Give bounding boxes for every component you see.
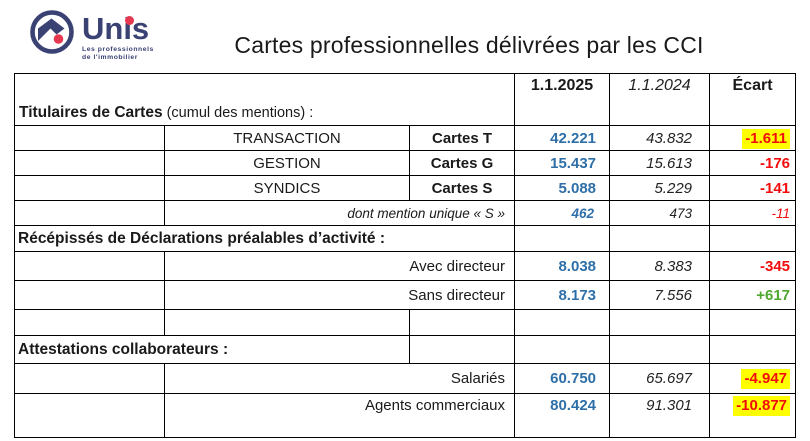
empty-cell: [514, 225, 611, 252]
titulaires-sublabel: (cumul des mentions) :: [166, 105, 314, 121]
row-syndics: SYNDICS Cartes S 5.088 5.229 -141: [14, 175, 797, 201]
logo-tagline-line2: de l'immobilier: [82, 54, 138, 61]
sans-directeur-2025: 8.173: [514, 280, 611, 310]
row-gestion: GESTION Cartes G 15.437 15.613 -176: [14, 150, 797, 176]
attestations-section-title: Attestations collaborateurs :: [14, 335, 410, 364]
col-header-2025: 1.1.2025: [514, 73, 611, 126]
avec-directeur-2024: 8.383: [609, 251, 711, 281]
empty-cell: [609, 335, 711, 364]
sans-directeur-ecart: +617: [709, 280, 797, 310]
logo-brand-text: Unis: [82, 11, 150, 46]
salaries-label: Salariés: [163, 363, 516, 394]
row-transaction: TRANSACTION Cartes T 42.221 43.832 -1.61…: [14, 125, 797, 151]
empty-cell: [14, 363, 165, 394]
empty-cell: [14, 175, 165, 201]
salaries-ecart: -4.947: [709, 363, 797, 394]
avec-directeur-label: Avec directeur: [163, 251, 516, 281]
transaction-2025: 42.221: [514, 125, 611, 151]
col-header-ecart: Écart: [709, 73, 797, 126]
unis-logo-icon: [30, 10, 74, 54]
empty-cell: [709, 309, 797, 336]
sans-directeur-label: Sans directeur: [163, 280, 516, 310]
dont-mention-ecart: -11: [709, 200, 797, 226]
empty-cell: [14, 150, 165, 176]
row-agents-commerciaux: Agents commerciaux 80.424 91.301 -10.877: [14, 393, 797, 438]
logo-red-dot: [53, 34, 64, 44]
empty-cell: [408, 309, 516, 336]
avec-directeur-ecart: -345: [709, 251, 797, 281]
table-header-row: Titulaires de Cartes (cumul des mentions)…: [13, 73, 797, 126]
empty-cell: [709, 335, 797, 364]
syndics-2024: 5.229: [609, 175, 711, 201]
row-recepisses-section: Récépissés de Déclarations préalables d’…: [13, 225, 797, 252]
logo-tagline-line1: Les professionnels: [82, 46, 154, 53]
dont-mention-2024: 473: [609, 200, 711, 226]
empty-cell: [164, 309, 410, 336]
gestion-sub: Cartes G: [408, 150, 516, 176]
gestion-2025: 15.437: [514, 150, 611, 176]
empty-cell: [408, 335, 516, 364]
syndics-ecart: -141: [709, 175, 797, 201]
dont-mention-2025: 462: [514, 200, 611, 226]
logo-i-dot: [125, 16, 134, 25]
agents-commerciaux-2024: 91.301: [609, 393, 711, 438]
cartes-table: Titulaires de Cartes (cumul des mentions)…: [13, 73, 797, 438]
gestion-label: GESTION: [164, 150, 410, 176]
logo-tagline: Les professionnels de l'immobilier: [82, 46, 154, 62]
syndics-sub: Cartes S: [408, 175, 516, 201]
salaries-2024: 65.697: [609, 363, 711, 394]
transaction-ecart: -1.611: [709, 125, 797, 151]
transaction-label: TRANSACTION: [164, 125, 410, 151]
transaction-sub: Cartes T: [408, 125, 516, 151]
highlighted-value: -1.611: [742, 128, 791, 149]
agents-commerciaux-label: Agents commerciaux: [163, 393, 516, 438]
sans-directeur-2024: 7.556: [609, 280, 711, 310]
transaction-2024: 43.832: [609, 125, 711, 151]
empty-cell: [14, 280, 165, 310]
row-avec-directeur: Avec directeur 8.038 8.383 -345: [14, 251, 797, 281]
empty-cell: [14, 125, 165, 151]
syndics-label: SYNDICS: [164, 175, 410, 201]
row-salaries: Salariés 60.750 65.697 -4.947: [14, 363, 797, 394]
col-header-2024: 1.1.2024: [609, 73, 711, 126]
row-empty-spacer: [14, 309, 797, 336]
dont-mention-label: dont mention unique « S »: [163, 200, 516, 226]
highlighted-value: -10.877: [733, 396, 791, 416]
syndics-2025: 5.088: [514, 175, 611, 201]
agents-commerciaux-ecart: -10.877: [709, 393, 797, 438]
agents-commerciaux-2025: 80.424: [514, 393, 611, 438]
empty-cell: [14, 200, 165, 226]
row-dont-mention: dont mention unique « S » 462 473 -11: [14, 200, 797, 226]
highlighted-value: -4.947: [741, 369, 791, 389]
empty-cell: [709, 225, 797, 252]
salaries-2025: 60.750: [514, 363, 611, 394]
empty-cell: [514, 335, 611, 364]
empty-cell: [514, 309, 611, 336]
row-sans-directeur: Sans directeur 8.173 7.556 +617: [14, 280, 797, 310]
gestion-2024: 15.613: [609, 150, 711, 176]
empty-cell: [609, 309, 711, 336]
empty-cell: [609, 225, 711, 252]
empty-cell: [14, 309, 165, 336]
row-attestations-section: Attestations collaborateurs :: [14, 335, 797, 364]
page-title: Cartes professionnelles délivrées par le…: [234, 32, 704, 58]
titulaires-label: Titulaires de Cartes: [19, 104, 163, 121]
logo-text: Unis Les professionnels de l'immobilier: [82, 8, 154, 62]
recepisses-section-title: Récépissés de Déclarations préalables d’…: [13, 225, 516, 252]
unis-logo: Unis Les professionnels de l'immobilier: [28, 8, 178, 62]
avec-directeur-2025: 8.038: [514, 251, 611, 281]
titulaires-header-cell: Titulaires de Cartes (cumul des mentions)…: [13, 73, 516, 126]
gestion-ecart: -176: [709, 150, 797, 176]
page-header: Unis Les professionnels de l'immobilier …: [0, 0, 810, 73]
empty-cell: [14, 393, 165, 438]
empty-cell: [14, 251, 165, 281]
